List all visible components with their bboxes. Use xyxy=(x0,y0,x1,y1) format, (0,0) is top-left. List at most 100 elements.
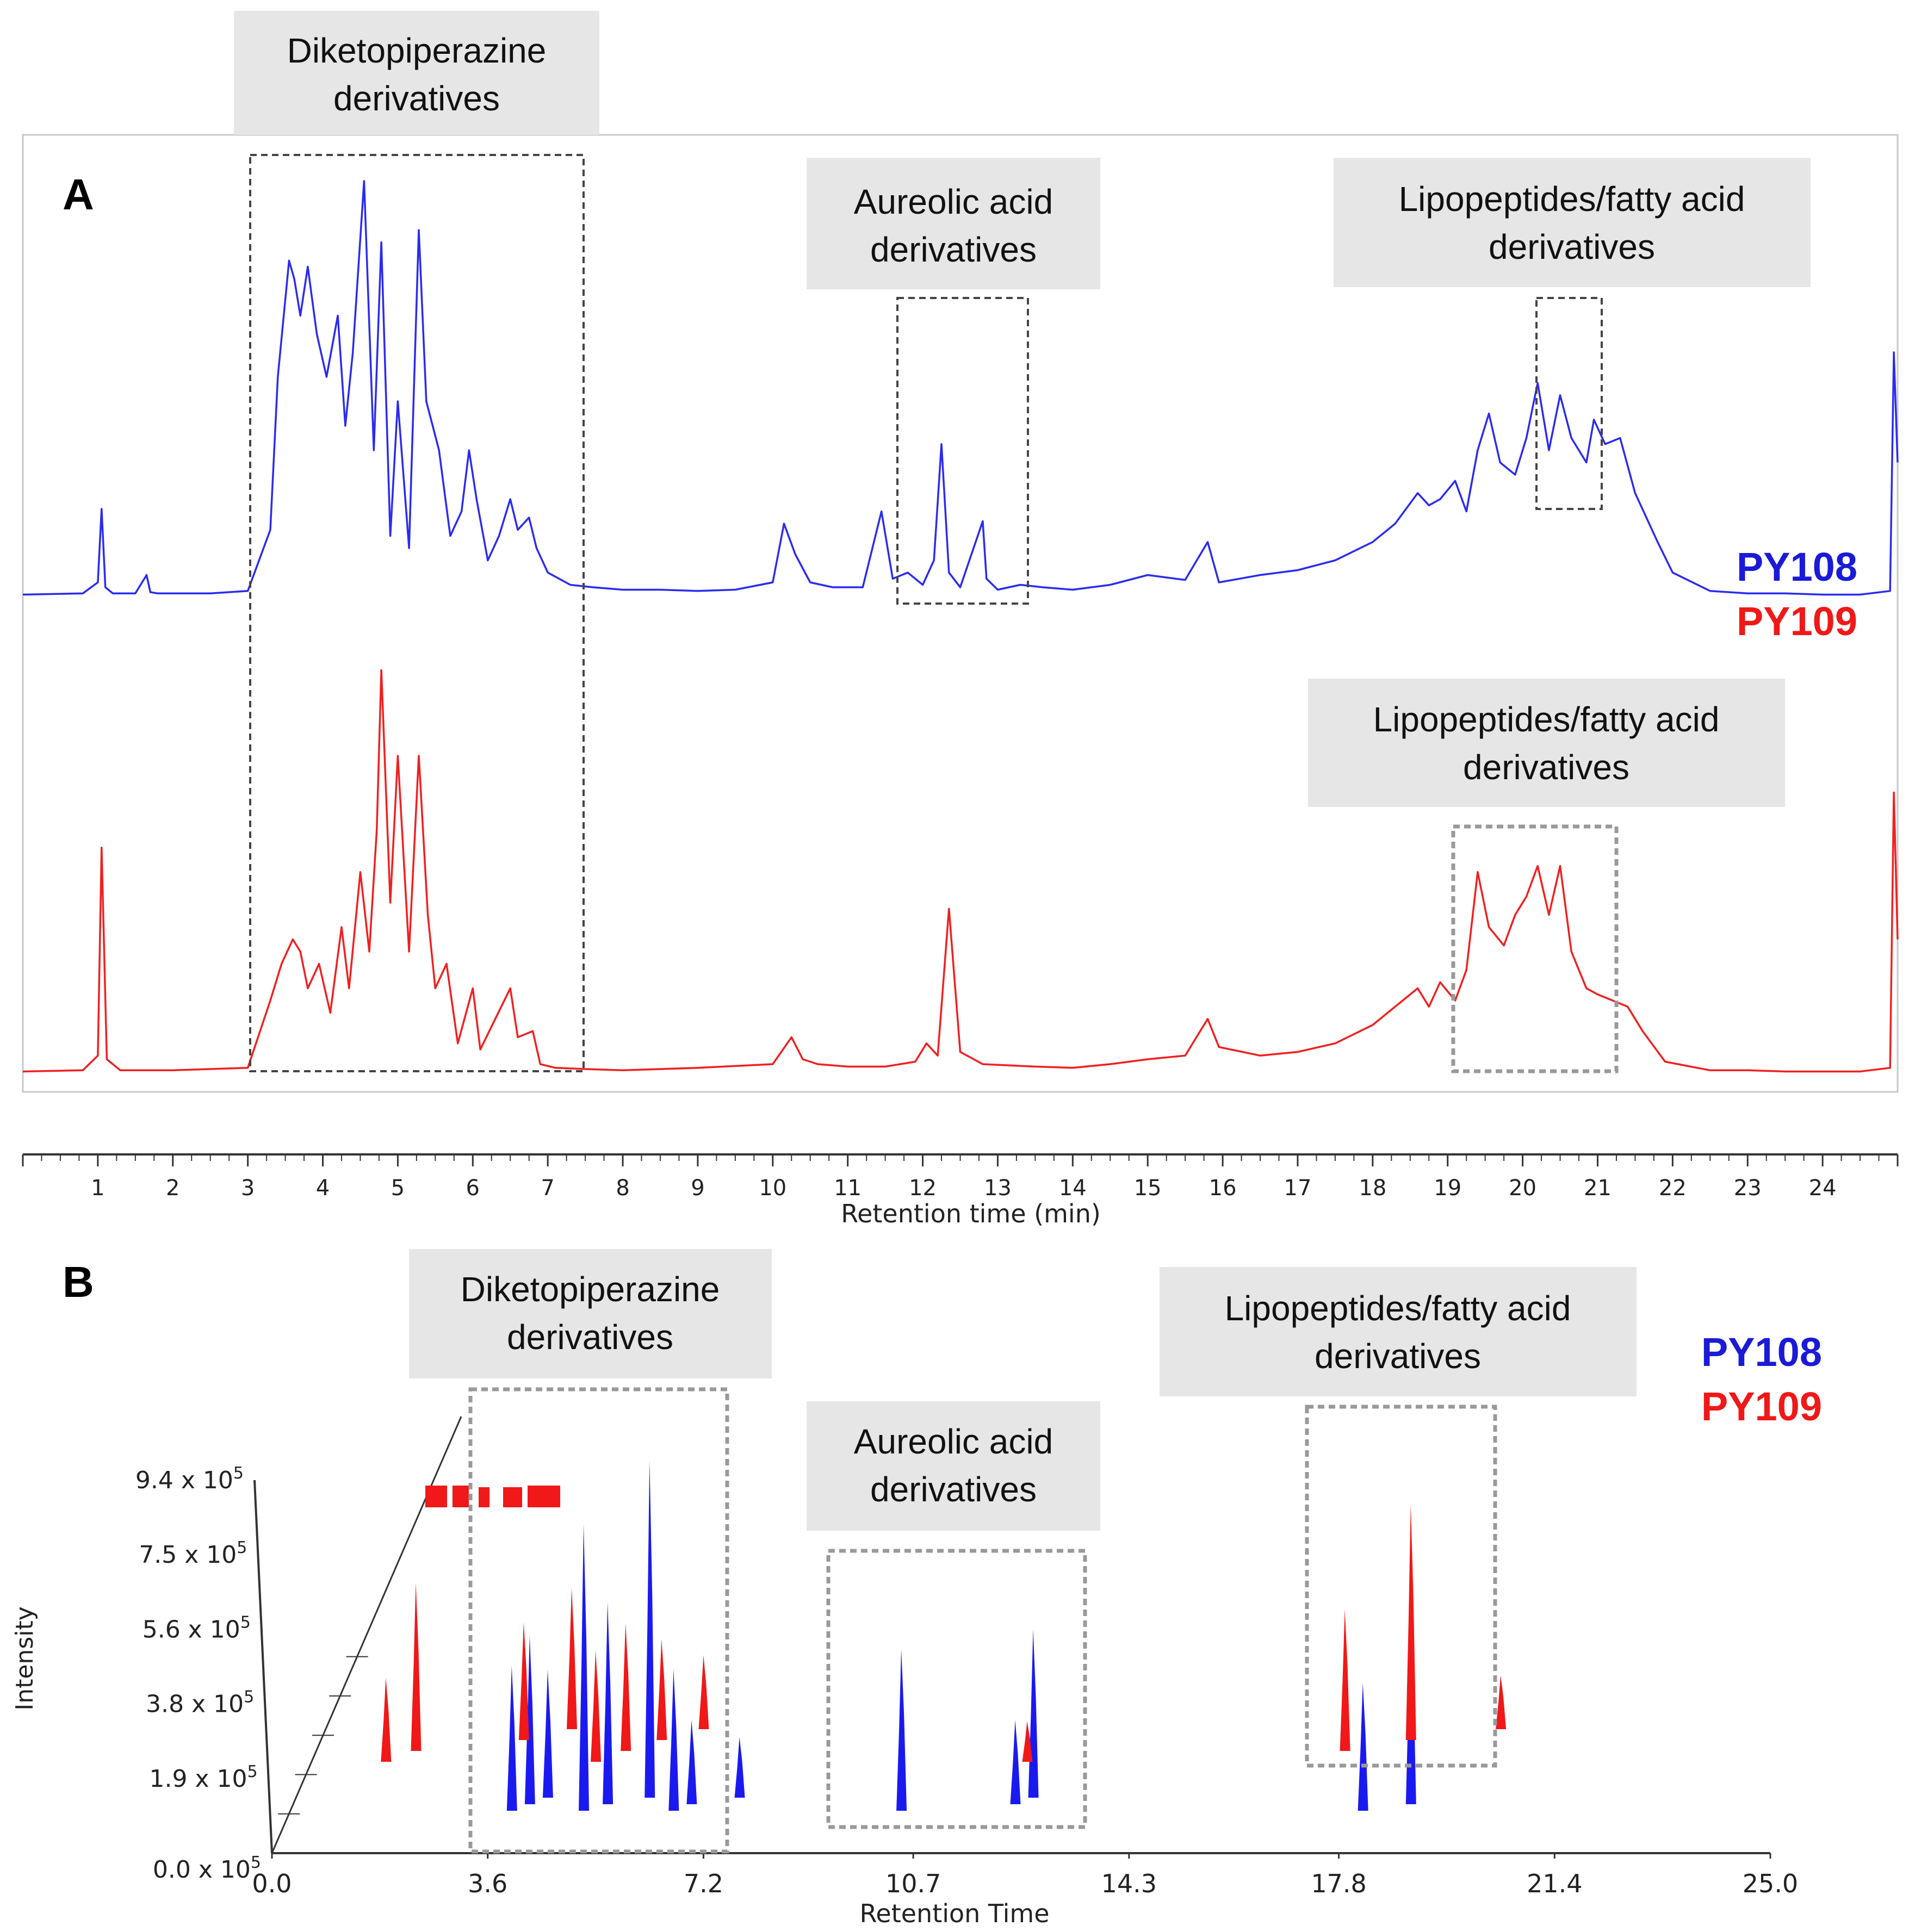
aureolic-label-b: Aureolic acid derivatives xyxy=(807,1401,1100,1531)
x-tick-label-b: 14.3 xyxy=(1101,1869,1157,1898)
peak-py108 xyxy=(506,1666,517,1811)
peak-py108 xyxy=(668,1669,679,1811)
x-ticks-a: 1 2 3 4 5 6 7 8 9 10 11 12 13 14 15 16 17 18 19 20 21 22 23 24 xyxy=(22,1154,1899,1201)
x-tick-label-a: 15 xyxy=(1134,1176,1162,1201)
peak-py109 xyxy=(1405,1504,1416,1740)
svg-text:Aureolic acid: Aureolic acid xyxy=(854,1422,1053,1461)
svg-text:Diketopiperazine: Diketopiperazine xyxy=(461,1270,720,1309)
x-tick-label-a: 10 xyxy=(759,1176,786,1201)
lipo-region-a-py109 xyxy=(1451,824,1619,1073)
x-tick-label-b: 0.0 xyxy=(252,1869,292,1898)
x-tick-label-b: 7.2 xyxy=(684,1869,723,1898)
x-tick-label-b: 3.6 xyxy=(468,1869,507,1898)
peak-py109 xyxy=(1496,1675,1507,1729)
y-tick-label-b: 7.5 x 105 xyxy=(139,1538,247,1569)
svg-text:Diketopiperazine: Diketopiperazine xyxy=(287,31,547,70)
trace-py108 xyxy=(22,180,1899,596)
axes-3d-b: 0.0 3.6 7.2 10.7 14.3 17.8 21.4 25.0 0.0 x 105 1.… xyxy=(11,1416,1798,1928)
x-tick-label-a: 19 xyxy=(1434,1176,1461,1201)
peak-py108 xyxy=(1358,1682,1368,1811)
x-tick-label-b: 21.4 xyxy=(1527,1869,1582,1898)
dkp-label-b: Diketopiperazine derivatives xyxy=(409,1249,772,1378)
x-tick-label-a: 14 xyxy=(1059,1176,1087,1201)
y-tick-label-b: 3.8 x 105 xyxy=(146,1688,254,1718)
peak-py109 xyxy=(591,1650,602,1762)
x-tick-label-b: 10.7 xyxy=(885,1869,941,1898)
svg-text:derivatives: derivatives xyxy=(870,230,1037,269)
x-tick-label-a: 11 xyxy=(834,1176,862,1201)
peak-py108 xyxy=(734,1737,745,1798)
svg-text:derivatives: derivatives xyxy=(1489,227,1655,266)
x-tick-label-a: 18 xyxy=(1359,1176,1386,1201)
peak-py108 xyxy=(1010,1720,1021,1804)
dkp-region-a xyxy=(249,154,585,1072)
y-tick-label-b: 1.9 x 105 xyxy=(150,1762,258,1793)
y-tick-label-b: 5.6 x 105 xyxy=(142,1613,251,1643)
peak-py109 xyxy=(411,1582,422,1751)
panel-a-letter: A xyxy=(63,170,94,219)
x-tick-label-a: 22 xyxy=(1659,1176,1687,1201)
peak-py108 xyxy=(686,1720,697,1804)
peak-py109 xyxy=(518,1622,529,1740)
peak-py109 xyxy=(567,1587,577,1729)
x-tick-label-a: 8 xyxy=(616,1176,629,1201)
aureolic-region-a xyxy=(896,297,1029,605)
x-tick-label-b: 25.0 xyxy=(1743,1869,1798,1898)
peak-py109 xyxy=(1340,1609,1350,1751)
x-tick-label-a: 6 xyxy=(466,1176,480,1201)
peak-py108 xyxy=(524,1636,535,1804)
svg-text:Lipopeptides/fatty acid: Lipopeptides/fatty acid xyxy=(1373,700,1720,739)
trace-py109 xyxy=(22,669,1899,1073)
aureolic-region-b xyxy=(826,1549,1087,1829)
svg-text:derivatives: derivatives xyxy=(333,79,500,118)
x-tick-label-a: 16 xyxy=(1209,1176,1237,1201)
svg-text:derivatives: derivatives xyxy=(507,1318,673,1357)
lipo-label-a-bottom: Lipopeptides/fatty acid derivatives xyxy=(1308,679,1785,807)
x-tick-label-a: 3 xyxy=(241,1176,255,1201)
panel-b: B 0.0 3.6 7.2 10.7 14.3 17.8 21.4 25.0 0.0 x 105… xyxy=(11,1249,1822,1928)
svg-text:derivatives: derivatives xyxy=(1463,748,1629,787)
lipo-label-a-top: Lipopeptides/fatty acid derivatives xyxy=(1334,158,1811,287)
peak-py108 xyxy=(896,1649,907,1811)
x-tick-label-b: 17.8 xyxy=(1311,1869,1366,1898)
svg-text:derivatives: derivatives xyxy=(1315,1337,1481,1376)
y-axis-title-b: Intensity xyxy=(11,1606,39,1711)
x-tick-label-a: 20 xyxy=(1509,1176,1536,1201)
x-tick-label-a: 9 xyxy=(691,1176,704,1201)
peak-py108 xyxy=(542,1669,553,1798)
y-tick-label-b: 9.4 x 105 xyxy=(135,1464,244,1494)
lipo-region-a-py108 xyxy=(1535,297,1603,510)
peak-py108 xyxy=(644,1461,655,1798)
svg-text:Aureolic acid: Aureolic acid xyxy=(854,182,1053,221)
peak-py108 xyxy=(1028,1629,1039,1798)
y-tick-label-b: 0.0 x 105 xyxy=(153,1853,261,1884)
peak-py109 xyxy=(1022,1721,1033,1762)
x-tick-label-a: 24 xyxy=(1809,1176,1837,1201)
x-tick-label-a: 17 xyxy=(1284,1176,1312,1201)
svg-text:Lipopeptides/fatty acid: Lipopeptides/fatty acid xyxy=(1399,179,1745,219)
legend-b-py109: PY109 xyxy=(1701,1384,1822,1429)
peak-py109 xyxy=(698,1655,709,1729)
peak-py109 xyxy=(656,1639,667,1740)
lipo-label-b: Lipopeptides/fatty acid derivatives xyxy=(1160,1267,1637,1396)
ticks-b: 0.0 3.6 7.2 10.7 14.3 17.8 21.4 25.0 0.0 x 105 1.… xyxy=(135,1464,1798,1898)
peak-py109 xyxy=(381,1678,392,1762)
peak-py108 xyxy=(579,1524,590,1811)
panel-b-letter: B xyxy=(63,1258,94,1306)
x-axis-a: 1 2 3 4 5 6 7 8 9 10 11 12 13 14 15 16 17 18 19 20 21 22 23 24 … xyxy=(22,1153,1899,1228)
dkp-label-a: Diketopiperazine derivatives xyxy=(234,11,599,135)
x-tick-label-a: 1 xyxy=(91,1176,104,1201)
x-tick-label-a: 23 xyxy=(1734,1176,1762,1201)
svg-text:derivatives: derivatives xyxy=(870,1470,1037,1509)
legend-b-py108: PY108 xyxy=(1701,1330,1822,1375)
x-tick-label-a: 2 xyxy=(166,1176,179,1201)
legend-a-py109: PY109 xyxy=(1737,599,1857,644)
x-tick-label-a: 21 xyxy=(1584,1176,1612,1201)
peak-py109 xyxy=(621,1623,631,1751)
x-axis-title-a: Retention time (min) xyxy=(841,1199,1101,1228)
x-tick-label-a: 7 xyxy=(541,1176,554,1201)
svg-text:Lipopeptides/fatty acid: Lipopeptides/fatty acid xyxy=(1225,1289,1571,1328)
x-tick-label-a: 13 xyxy=(984,1176,1012,1201)
peak-py108 xyxy=(603,1602,613,1804)
